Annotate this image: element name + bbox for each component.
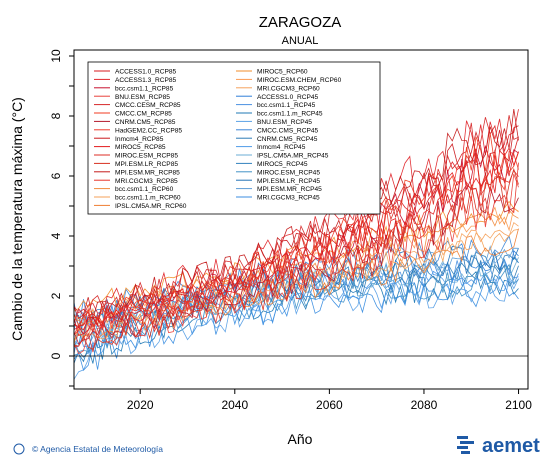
legend-entry: Inmcm4_RCP85 bbox=[115, 136, 164, 143]
y-tick-label: 8 bbox=[49, 112, 63, 119]
y-tick-label: 2 bbox=[49, 292, 63, 299]
legend-entry: ACCESS1.0_RCP85 bbox=[115, 69, 177, 76]
legend-entry: ACCESS1.0_RCP45 bbox=[257, 94, 319, 101]
x-axis: 2020 2040 2060 2080 2100 bbox=[127, 389, 532, 412]
series-line bbox=[73, 275, 519, 371]
legend-box bbox=[87, 61, 381, 215]
y-axis: 0 2 4 6 8 10 bbox=[49, 49, 74, 387]
series-line bbox=[73, 148, 519, 336]
series-line bbox=[73, 125, 519, 327]
legend-entry: HadGEM2.CC_RCP85 bbox=[115, 127, 182, 134]
legend-entry: MPI.ESM.LR_RCP85 bbox=[115, 161, 178, 168]
legend-entry: bcc.csm1.1_RCP85 bbox=[115, 85, 174, 92]
legend-entry: MRI.CGCM3_RCP45 bbox=[257, 195, 320, 202]
legend-entry: CNRM.CM5_RCP45 bbox=[257, 136, 318, 143]
x-tick-label: 2040 bbox=[221, 398, 248, 412]
legend-entry: MRI.CGCM3_RCP60 bbox=[257, 85, 320, 92]
legend-entry: IPSL.CM5A.MR_RCP60 bbox=[115, 203, 187, 210]
legend-entry: bcc.csm1.1.m_RCP60 bbox=[115, 195, 181, 202]
y-tick-label: 6 bbox=[49, 172, 63, 179]
copyright-icon bbox=[13, 443, 25, 455]
series-line bbox=[73, 115, 519, 314]
legend-entry: Inmcm4_RCP45 bbox=[257, 144, 306, 151]
footer-credit: © Agencia Estatal de Meteorología bbox=[13, 443, 163, 455]
legend-entry: MRI.CGCM3_RCP85 bbox=[115, 178, 178, 185]
y-axis-label: Cambio de la temperatura máxima (°C) bbox=[9, 97, 25, 341]
legend-entry: BNU.ESM_RCP45 bbox=[257, 119, 312, 126]
series-line bbox=[73, 184, 519, 345]
legend-entry: BNU.ESM_RCP85 bbox=[115, 94, 170, 101]
legend-entry: MPI.ESM.MR_RCP85 bbox=[115, 169, 180, 176]
legend-entry: MIROC5_RCP60 bbox=[257, 69, 308, 76]
y-tick-label: 10 bbox=[49, 49, 63, 63]
legend-entry: CMCC.CM_RCP85 bbox=[115, 111, 172, 118]
series-line bbox=[73, 263, 519, 353]
aemet-logo-mark-icon bbox=[457, 436, 474, 454]
series-line bbox=[73, 109, 519, 320]
legend-entry: MIROC5_RCP85 bbox=[115, 144, 166, 151]
legend-entry: MIROC5_RCP45 bbox=[257, 161, 308, 168]
legend: ACCESS1.0_RCP85ACCESS1.3_RCP85bcc.csm1.1… bbox=[87, 61, 381, 215]
series-line bbox=[73, 167, 519, 350]
legend-entry: bcc.csm1.1.m_RCP45 bbox=[257, 111, 323, 118]
legend-entry: MIROC.ESM.CHEM_RCP60 bbox=[257, 77, 342, 84]
legend-entry: bcc.csm1.1_RCP45 bbox=[257, 102, 316, 109]
series-line bbox=[73, 149, 519, 336]
legend-entry: MIROC.ESM_RCP85 bbox=[115, 153, 178, 160]
x-tick-label: 2060 bbox=[316, 398, 343, 412]
aemet-logo: aemet bbox=[457, 435, 540, 457]
plot-frame bbox=[73, 49, 529, 390]
footer-credit-text: © Agencia Estatal de Meteorología bbox=[32, 444, 163, 454]
legend-entry: MPI.ESM.LR_RCP45 bbox=[257, 178, 320, 185]
series-line bbox=[73, 136, 519, 331]
series-lines-layer bbox=[73, 109, 519, 380]
chart-title: ZARAGOZA bbox=[259, 14, 342, 31]
legend-entry: MIROC.ESM_RCP45 bbox=[257, 169, 320, 176]
x-axis-label: Año bbox=[288, 431, 313, 447]
legend-entry: CMCC.CESM_RCP85 bbox=[115, 102, 181, 109]
legend-entry: bcc.csm1.1_RCP60 bbox=[115, 186, 174, 193]
legend-entry: CNRM.CM5_RCP85 bbox=[115, 119, 176, 126]
legend-entry: IPSL.CM5A.MR_RCP45 bbox=[257, 153, 329, 160]
series-line bbox=[73, 162, 519, 348]
aemet-logo-text: aemet bbox=[482, 435, 540, 457]
x-tick-label: 2080 bbox=[411, 398, 438, 412]
y-tick-label: 0 bbox=[49, 352, 63, 359]
legend-entry: CMCC.CMS_RCP45 bbox=[257, 127, 319, 134]
x-tick-label: 2020 bbox=[127, 398, 154, 412]
y-tick-label: 4 bbox=[49, 232, 63, 239]
legend-entry: MPI.ESM.MR_RCP45 bbox=[257, 186, 322, 193]
x-tick-label: 2100 bbox=[505, 398, 532, 412]
series-line bbox=[73, 271, 519, 364]
legend-entry: ACCESS1.3_RCP85 bbox=[115, 77, 177, 84]
chart-subtitle: ANUAL bbox=[282, 35, 319, 47]
